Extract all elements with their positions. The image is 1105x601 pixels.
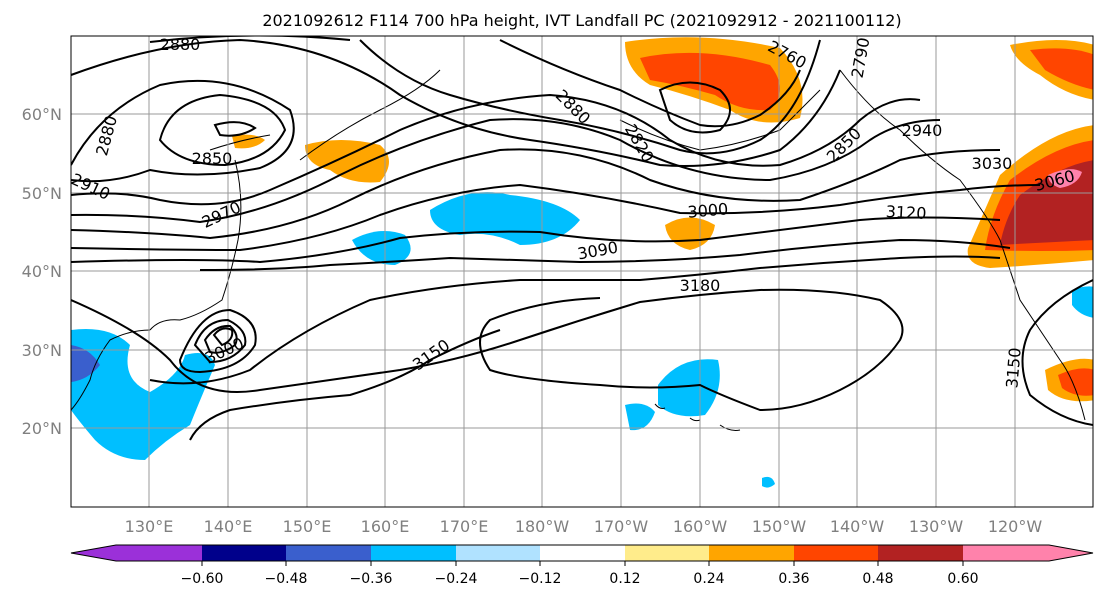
lon-label: 140°W [830,517,885,536]
colorbar-tick-label: −0.60 [181,571,224,587]
longitude-labels: 130°E 140°E 150°E 160°E 170°E 180°W 170°… [125,517,1043,536]
lon-label: 170°W [594,517,649,536]
colorbar-cell [202,545,286,561]
lon-label: 140°E [204,517,253,536]
colorbar-tick-label: −0.36 [350,571,393,587]
colorbar-tick-label: 0.12 [609,571,640,587]
lon-label: 130°E [125,517,174,536]
contour-label: 3180 [680,276,721,295]
colorbar-cell [963,545,1049,561]
figure-title: 2021092612 F114 700 hPa height, IVT Land… [262,11,901,30]
colorbar-outline [70,544,1094,562]
contour-label: 3030 [972,154,1013,173]
latitude-labels: 60°N 50°N 40°N 30°N 20°N [22,105,62,438]
colorbar-tick-label: 0.24 [693,571,724,587]
colorbar-cell [286,545,371,561]
lat-label: 20°N [22,419,62,438]
lat-label: 50°N [22,184,62,203]
height-contours [71,36,1093,441]
contour-label: 3120 [885,202,927,223]
lon-label: 150°W [752,517,807,536]
contour-label: 3000 [687,199,729,221]
colorbar-tick-label: 0.48 [862,571,893,587]
colorbar-tick-label: −0.12 [519,571,562,587]
colorbar-cell [878,545,963,561]
lon-label: 180°W [515,517,570,536]
colorbar-ticks [201,561,964,566]
lon-label: 170°E [440,517,489,536]
colorbar-cell [116,545,202,561]
positive-ivt-regions [232,37,1093,402]
colorbar-cell [71,545,116,561]
colorbar-cell [709,545,794,561]
colorbar-tick-label: 0.36 [778,571,809,587]
colorbar-cell [456,545,540,561]
contour-label: 2850 [192,149,233,168]
coastlines [71,69,1086,431]
colorbar-cell [625,545,709,561]
lon-label: 120°W [988,517,1043,536]
colorbar-cell [540,545,625,561]
contour-label: 3150 [1002,347,1024,389]
lat-label: 30°N [22,341,62,360]
map-area: 2880 2760 2790 2880 2820 2850 2880 2850 … [70,35,1094,508]
lat-label: 60°N [22,105,62,124]
map-frame [70,35,1094,508]
colorbar-cell [794,545,878,561]
lon-label: 150°E [283,517,332,536]
lon-label: 160°E [361,517,410,536]
contour-label: 2880 [160,35,201,54]
lon-label: 160°W [673,517,728,536]
colorbar-tick-label: −0.24 [435,571,478,587]
colorbar: −0.60 −0.48 −0.36 −0.24 −0.12 0.12 0.24 … [70,544,1094,587]
colorbar-cell [1049,545,1093,561]
colorbar-tick-label: −0.48 [265,571,308,587]
colorbar-cell [371,545,456,561]
colorbar-tick-label: 0.60 [947,571,978,587]
lat-label: 40°N [22,262,62,281]
lon-label: 130°W [909,517,964,536]
contour-label: 2940 [902,121,943,140]
